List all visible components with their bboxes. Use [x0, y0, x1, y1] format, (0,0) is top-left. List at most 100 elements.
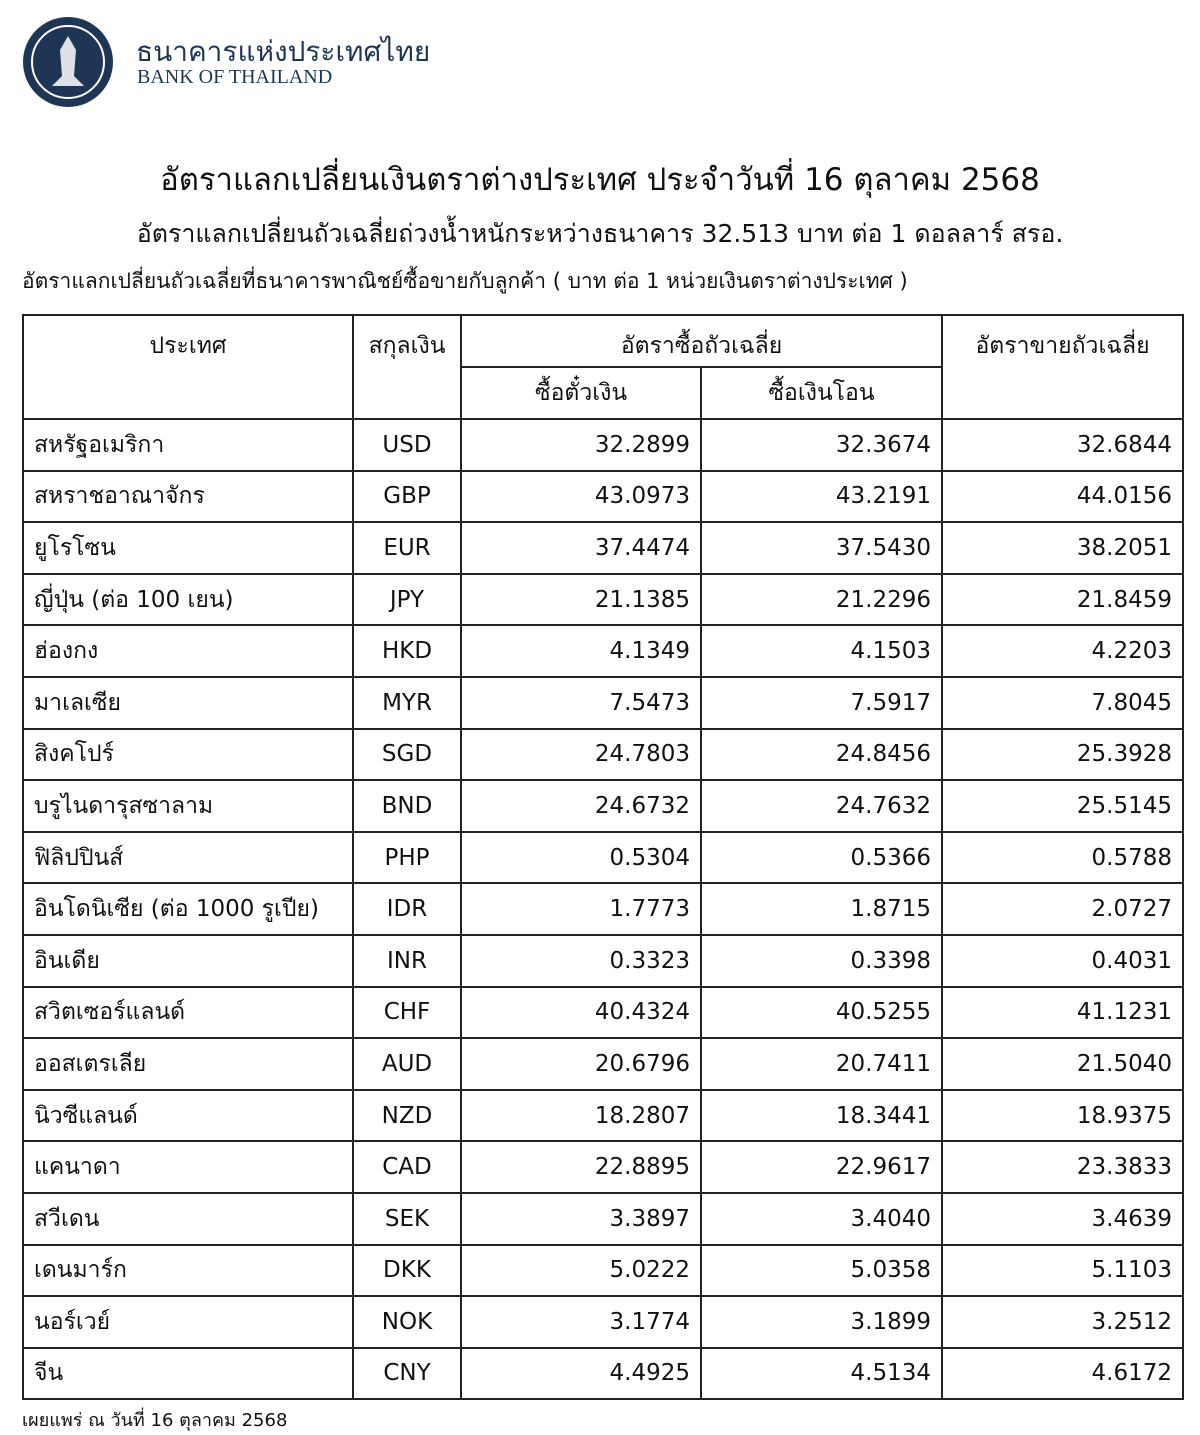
country: สวิตเซอร์แลนด์	[22, 985, 354, 1040]
table-row: ออสเตรเลีย AUD 20.6796 20.7411 21.5040	[22, 1037, 1185, 1091]
buy-transfer: 0.3398	[699, 933, 944, 988]
country: อินโดนิเซีย (ต่อ 1000 รูเปีย)	[22, 882, 354, 936]
buy-bill: 20.6796	[460, 1037, 702, 1091]
currency-code: CHF	[352, 985, 462, 1040]
sub-column-header: ซื้อตั๋วเงิน	[460, 366, 702, 420]
table-row: นอร์เวย์ NOK 3.1774 3.1899 3.2512	[22, 1295, 1185, 1349]
buy-transfer: 7.5917	[699, 675, 944, 730]
buy-transfer: 4.5134	[699, 1346, 944, 1401]
buy-bill: 7.5473	[460, 675, 702, 730]
currency-code: JPY	[352, 572, 462, 627]
buy-bill: 0.5304	[460, 830, 702, 885]
sell: 2.0727	[941, 882, 1185, 936]
sell: 21.8459	[941, 572, 1185, 627]
currency-code: USD	[352, 418, 462, 472]
country: ฟิลิปปินส์	[22, 830, 354, 885]
buy-bill: 3.3897	[460, 1191, 702, 1246]
country: สิงคโปร์	[22, 727, 354, 782]
currency-code: IDR	[352, 882, 462, 936]
buy-bill: 22.8895	[460, 1140, 702, 1194]
sell: 3.2512	[941, 1295, 1185, 1349]
sell: 7.8045	[941, 675, 1185, 730]
sell: 4.6172	[941, 1346, 1185, 1401]
currency-code: HKD	[352, 624, 462, 678]
sell: 41.1231	[941, 985, 1185, 1040]
currency-code: EUR	[352, 521, 462, 575]
buy-transfer: 43.2191	[699, 469, 944, 524]
note: อัตราแลกเปลี่ยนถัวเฉลี่ยที่ธนาคารพาณิชย์…	[22, 269, 908, 293]
country: จีน	[22, 1346, 354, 1401]
column-header: ประเทศ	[22, 314, 354, 420]
rates-table: ประเทศ สกุลเงิน อัตราซื้อถัวเฉลี่ย อัตรา…	[22, 314, 1185, 1401]
buy-bill: 0.3323	[460, 933, 702, 988]
table-row: แคนาดา CAD 22.8895 22.9617 23.3833	[22, 1140, 1185, 1194]
buy-transfer: 4.1503	[699, 624, 944, 678]
country: นอร์เวย์	[22, 1295, 354, 1349]
buy-transfer: 1.8715	[699, 882, 944, 936]
sub-column-header: ซื้อเงินโอน	[699, 366, 944, 420]
sell: 0.5788	[941, 830, 1185, 885]
currency-code: CAD	[352, 1140, 462, 1194]
buy-transfer: 0.5366	[699, 830, 944, 885]
country: ออสเตรเลีย	[22, 1037, 354, 1091]
buy-bill: 24.7803	[460, 727, 702, 782]
buy-transfer: 18.3441	[699, 1088, 944, 1143]
buy-transfer: 21.2296	[699, 572, 944, 627]
table-row: สวิตเซอร์แลนด์ CHF 40.4324 40.5255 41.1231	[22, 985, 1185, 1040]
table-row: อินโดนิเซีย (ต่อ 1000 รูเปีย) IDR 1.7773 1.…	[22, 882, 1185, 936]
buy-bill: 4.1349	[460, 624, 702, 678]
sell: 44.0156	[941, 469, 1185, 524]
buy-bill: 37.4474	[460, 521, 702, 575]
table-row: นิวซีแลนด์ NZD 18.2807 18.3441 18.9375	[22, 1088, 1185, 1143]
country: อินเดีย	[22, 933, 354, 988]
country: เดนมาร์ก	[22, 1243, 354, 1298]
bank-name-en: BANK OF THAILAND	[137, 66, 333, 88]
table-row: เดนมาร์ก DKK 5.0222 5.0358 5.1103	[22, 1243, 1185, 1298]
table-row: ยูโรโซน EUR 37.4474 37.5430 38.2051	[22, 521, 1185, 575]
buy-bill: 21.1385	[460, 572, 702, 627]
buy-bill: 40.4324	[460, 985, 702, 1040]
table-row: สหรัฐอเมริกา USD 32.2899 32.3674 32.6844	[22, 418, 1185, 472]
currency-code: GBP	[352, 469, 462, 524]
buy-transfer: 37.5430	[699, 521, 944, 575]
sell: 0.4031	[941, 933, 1185, 988]
country: ฮ่องกง	[22, 624, 354, 678]
country: สวีเดน	[22, 1191, 354, 1246]
table-row: สิงคโปร์ SGD 24.7803 24.8456 25.3928	[22, 727, 1185, 782]
column-header: อัตราซื้อถัวเฉลี่ย	[459, 314, 944, 368]
column-header: อัตราขายถัวเฉลี่ย	[941, 314, 1185, 420]
buy-bill: 24.6732	[460, 779, 702, 833]
column-header: สกุลเงิน	[352, 314, 462, 420]
country: แคนาดา	[22, 1140, 354, 1194]
sell: 25.3928	[941, 727, 1185, 782]
country: บรูไนดารุสซาลาม	[22, 779, 354, 833]
table-row: มาเลเซีย MYR 7.5473 7.5917 7.8045	[22, 675, 1185, 730]
country: สหราชอาณาจักร	[22, 469, 354, 524]
buy-transfer: 32.3674	[699, 418, 944, 472]
currency-code: CNY	[352, 1346, 462, 1401]
currency-code: BND	[352, 779, 462, 833]
sell: 23.3833	[941, 1140, 1185, 1194]
buy-bill: 32.2899	[460, 418, 702, 472]
buy-transfer: 24.8456	[699, 727, 944, 782]
table-row: อินเดีย INR 0.3323 0.3398 0.4031	[22, 933, 1185, 988]
sell: 18.9375	[941, 1088, 1185, 1143]
logo	[23, 17, 113, 107]
table-row: ญี่ปุ่น (ต่อ 100 เยน) JPY 21.1385 21.2296 21…	[22, 572, 1185, 627]
sell: 5.1103	[941, 1243, 1185, 1298]
country: มาเลเซีย	[22, 675, 354, 730]
sell: 25.5145	[941, 779, 1185, 833]
sell: 4.2203	[941, 624, 1185, 678]
currency-code: INR	[352, 933, 462, 988]
buy-transfer: 3.1899	[699, 1295, 944, 1349]
currency-code: NOK	[352, 1295, 462, 1349]
currency-code: MYR	[352, 675, 462, 730]
country: ญี่ปุ่น (ต่อ 100 เยน)	[22, 572, 354, 627]
currency-code: SEK	[352, 1191, 462, 1246]
buy-transfer: 24.7632	[699, 779, 944, 833]
subtitle: อัตราแลกเปลี่ยนถัวเฉลี่ยถ่วงน้ำหนักระหว่…	[136, 219, 1064, 248]
country: นิวซีแลนด์	[22, 1088, 354, 1143]
sell: 38.2051	[941, 521, 1185, 575]
buy-transfer: 5.0358	[699, 1243, 944, 1298]
sell: 21.5040	[941, 1037, 1185, 1091]
